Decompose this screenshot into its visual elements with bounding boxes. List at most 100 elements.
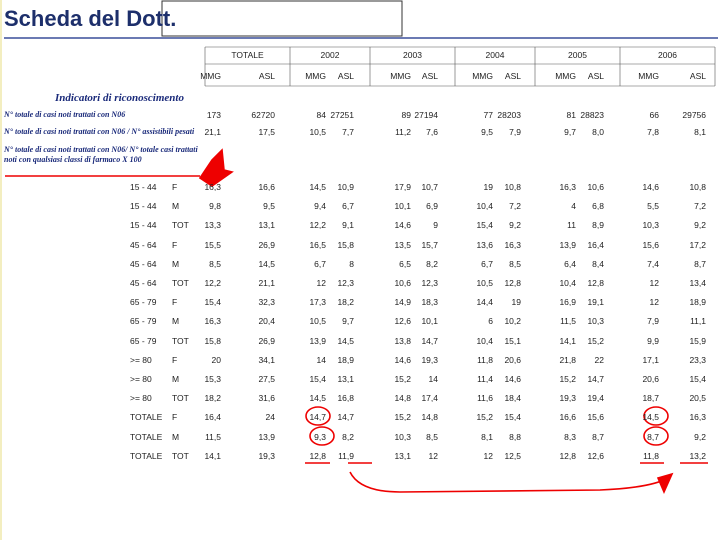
cell: 8,9 [592,220,604,231]
column-header: 2005 [568,50,587,60]
cell: 18,2 [204,393,221,404]
cell: 14,1 [204,450,221,461]
cell: 8,1 [481,431,493,442]
column-header: TOTALE [231,50,264,60]
sex-label: M [172,258,180,269]
cell: 14,5 [337,335,354,346]
indicator-label: N° totale di casi noti trattati con N06 … [4,127,195,136]
cell: 9,3 [314,431,326,442]
cell: 10,6 [394,278,411,288]
cell: 14,5 [642,412,659,423]
cell: 7,8 [647,127,659,137]
cell: 10,5 [309,127,326,137]
sex-label: TOT [172,220,189,231]
cell: 173 [206,110,221,120]
cell: 10,6 [587,182,604,192]
cell: 11,8 [477,354,493,365]
age-label: 45 - 64 [130,258,157,269]
cell: 11,5 [560,316,576,327]
cell: 12,8 [309,450,326,461]
cell: 14,6 [394,354,411,365]
column-header: 2006 [658,50,677,60]
cell: 12 [428,450,438,461]
cell: 8,7 [694,258,706,269]
cell: 77 [483,110,493,120]
cell: 15,5 [204,239,221,250]
sex-label: F [172,412,178,423]
cell: 14,1 [559,335,576,346]
cell: 19,3 [421,354,438,365]
section-title: Indicatori di riconoscimento [55,92,184,104]
cell: 18,9 [337,354,354,365]
cell: 8,7 [592,431,604,442]
cell: 15,6 [642,239,659,250]
cell: 7,2 [694,201,706,212]
age-label: >= 80 [130,354,152,365]
subheader: MMG [305,71,326,81]
cell: 84 [316,110,326,120]
cell: 12 [316,278,326,288]
cell: 13,1 [337,374,354,384]
cell: 13,2 [689,450,706,461]
cell: 8,5 [509,258,521,269]
subheader: MMG [472,71,493,81]
cell: 14,6 [394,220,411,231]
cell: 16,6 [258,182,275,192]
cell: 8,5 [426,431,438,442]
subheader: MMG [200,71,221,81]
cell: 13,8 [394,335,411,346]
cell: 15,2 [476,412,493,423]
cell: 11,6 [477,393,493,404]
cell: 15,4 [476,220,493,231]
cell: 8,4 [592,258,604,269]
cell: 14,5 [309,182,326,192]
cell: 18,2 [337,297,354,308]
cell: 14,7 [309,412,326,423]
cell: 8,3 [564,431,576,442]
cell: 12 [649,297,659,308]
cell: 18,9 [689,297,706,308]
cell: 15,4 [689,374,706,384]
subheader: ASL [587,71,604,81]
cell: 10,8 [504,182,521,192]
sex-label: TOT [172,393,189,404]
cell: 17,5 [258,127,275,137]
age-label: 15 - 44 [130,201,157,212]
sex-label: TOT [172,335,189,346]
cell: 16,8 [337,393,354,404]
cell: 28203 [497,110,521,120]
subheader: MMG [555,71,576,81]
cell: 32,3 [258,297,275,308]
cell: 15,7 [421,239,438,250]
cell: 15,2 [559,374,576,384]
annotations [5,148,708,494]
cell: 14,7 [337,412,354,423]
cell: 28823 [580,110,604,120]
cell: 21,1 [258,278,275,288]
indicator-label: N° totale di casi noti trattati con N06 [4,110,126,119]
cell: 8,2 [342,431,354,442]
sex-label: TOT [172,450,189,461]
cell: 16,3 [504,239,521,250]
cell: 15,4 [504,412,521,423]
cell: 9,2 [694,220,706,231]
cell: 12,6 [587,450,604,461]
age-label: 15 - 44 [130,182,157,192]
cell: 89 [401,110,411,120]
cell: 19 [483,182,493,192]
age-label: TOTALE [130,431,163,442]
cell: 23,3 [689,354,706,365]
cell: 9,1 [342,220,354,231]
cell: 10,7 [421,182,438,192]
age-label: 45 - 64 [130,278,157,288]
cell: 10,4 [476,201,493,212]
cell: 9 [433,220,438,231]
cell: 16,3 [689,412,706,423]
cell: 15,9 [689,335,706,346]
cell: 7,4 [647,258,659,269]
cell: 13,9 [559,239,576,250]
cell: 16,3 [204,316,221,327]
cell: 10,1 [421,316,438,327]
cell: 6 [488,316,493,327]
cell: 7,6 [426,127,438,137]
